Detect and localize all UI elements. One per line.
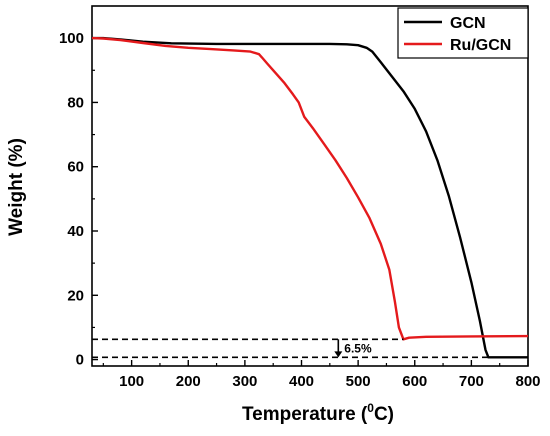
series-line-ru-gcn — [91, 36, 529, 341]
x-tick-label: 600 — [402, 373, 427, 390]
legend: GCN Ru/GCN — [397, 7, 529, 59]
legend-box — [397, 7, 529, 59]
x-tick-label: 700 — [459, 373, 484, 390]
legend-label: GCN — [450, 15, 486, 32]
legend-label: Ru/GCN — [450, 37, 511, 54]
residue-arrow-head — [334, 351, 343, 358]
plot-frame — [91, 5, 529, 367]
y-tick-label: 80 — [67, 94, 84, 111]
annotation-layer: 6.5% — [92, 338, 489, 359]
y-axis-title: Weight (%) — [6, 138, 27, 236]
residue-label: 6.5% — [344, 341, 372, 355]
y-tick-label: 60 — [67, 159, 84, 176]
y-tick-label: 0 — [76, 352, 84, 369]
x-tick-label: 500 — [346, 373, 371, 390]
x-tick-label: 400 — [289, 373, 314, 390]
x-axis-title: Temperature (0C) — [242, 401, 394, 425]
series-layer — [91, 36, 529, 359]
x-axis-title-sup: 0 — [367, 401, 374, 415]
x-tick-label: 300 — [232, 373, 257, 390]
axis-ticks: 100 200 300 400 500 600 700 800 0 20 40 60 80 100 — [59, 30, 541, 390]
x-axis-title-main: Temperature ( — [242, 404, 368, 425]
y-tick-label: 100 — [59, 30, 84, 47]
x-axis-title-tail: C) — [374, 404, 394, 425]
plot-border — [91, 5, 529, 367]
series-line-gcn — [92, 36, 528, 359]
x-tick-label: 200 — [176, 373, 201, 390]
y-tick-label: 20 — [67, 287, 84, 304]
y-tick-label: 40 — [67, 223, 84, 240]
x-tick-label: 800 — [515, 373, 540, 390]
x-tick-label: 100 — [119, 373, 144, 390]
